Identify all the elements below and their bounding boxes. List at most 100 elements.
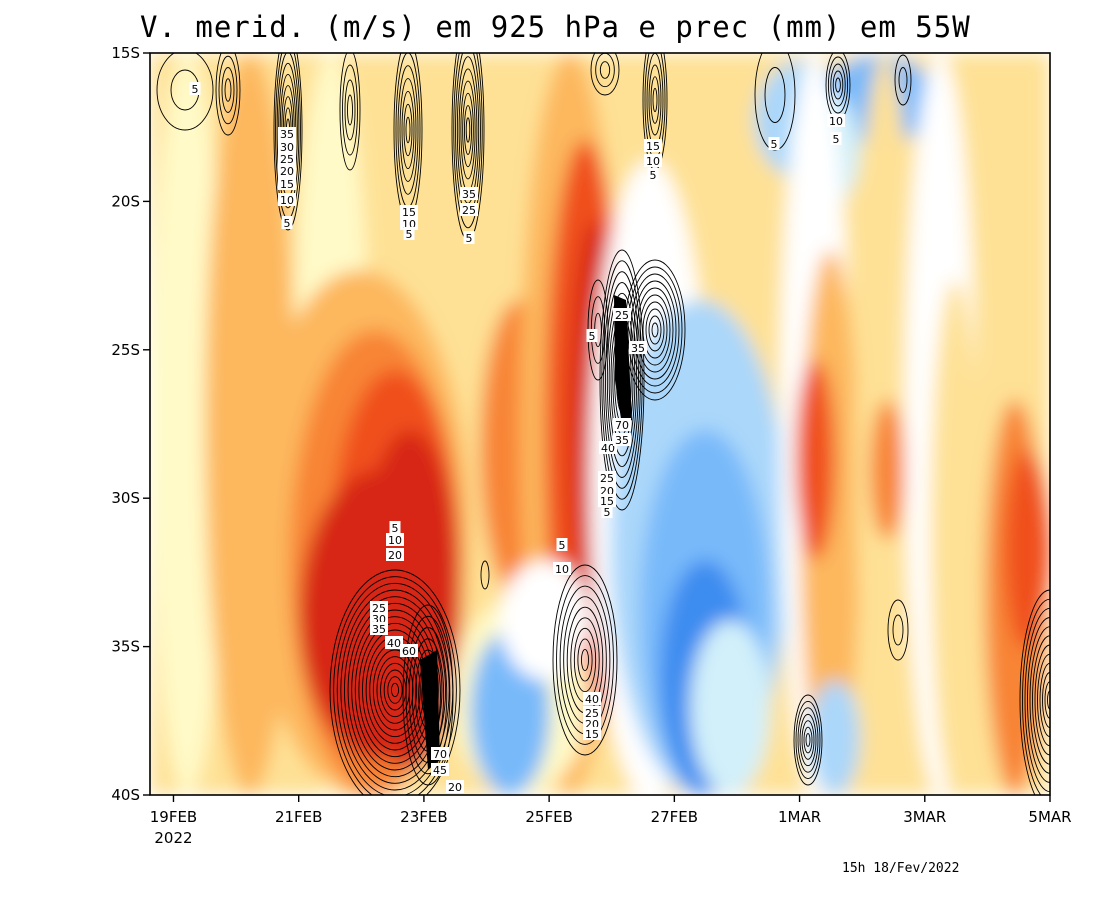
contour-label: 10 [644, 154, 662, 168]
precip-contour [645, 308, 665, 352]
contour-label: 40 [583, 692, 601, 706]
precip-contour [1032, 635, 1050, 765]
precip-contour [405, 116, 411, 144]
contour-label-text: 5 [466, 232, 473, 245]
x-tick-label: 25FEB [525, 808, 572, 826]
precip-contour [1044, 681, 1050, 719]
precip-contour [399, 78, 417, 182]
precip-contour [387, 676, 403, 704]
contour-label-bg [431, 747, 449, 760]
precip-contour [460, 80, 476, 180]
contour-label-bg [583, 727, 601, 740]
precip-contour [799, 713, 817, 767]
contour-label: 25 [598, 471, 616, 485]
precip-contour [329, 569, 461, 795]
contour-label-text: 5 [392, 522, 399, 535]
precip-contour [402, 604, 454, 786]
precip-contour [405, 615, 451, 775]
contour-label-bg [647, 168, 659, 181]
precip-contour [221, 67, 235, 113]
contour-label-text: 25 [615, 309, 629, 322]
precip-contour [1022, 598, 1050, 795]
contour-label-text: 20 [388, 549, 402, 562]
precip-contour [218, 55, 238, 125]
precip-contour-labels: 5353025201510515105352551510510552553570… [189, 82, 845, 794]
contour-label-bg [386, 533, 404, 546]
contour-label: 5 [463, 231, 475, 245]
precip-contour [639, 294, 671, 366]
precip-max-core [420, 650, 440, 770]
contour-label-bg [278, 177, 296, 190]
contour-label-bg [189, 82, 201, 95]
contour-label-bg [768, 137, 780, 150]
contour-label: 15 [644, 139, 662, 153]
precip-contour [215, 53, 241, 136]
precip-contour [347, 94, 353, 126]
x-year-label: 2022 [154, 829, 192, 847]
precip-contour [636, 287, 674, 373]
precip-contour [805, 733, 811, 747]
precip-contour [887, 599, 909, 661]
precip-contour [573, 627, 597, 693]
contour-label-text: 15 [600, 495, 614, 508]
precip-contour [627, 266, 683, 394]
contour-label: 35 [278, 127, 296, 141]
contour-label-bg [644, 139, 662, 152]
precip-contour [1034, 644, 1050, 756]
precip-contour [651, 322, 659, 338]
contour-label-text: 35 [280, 128, 294, 141]
contour-label-bg [599, 441, 617, 454]
contour-label-bg [463, 231, 475, 244]
contour-label-text: 25 [585, 707, 599, 720]
precip-contour [633, 280, 677, 380]
contour-label-text: 5 [284, 217, 291, 230]
precip-contour [403, 103, 413, 157]
contour-label-bg [601, 505, 613, 518]
contour-label: 40 [599, 441, 617, 455]
precip-contour [652, 87, 658, 113]
precip-contour [347, 602, 443, 778]
contour-label: 40 [385, 636, 403, 650]
precip-contour [1042, 672, 1050, 728]
precip-contour [793, 694, 823, 786]
contour-label-bg [278, 164, 296, 177]
contour-label-bg [460, 203, 478, 216]
contour-label-text: 45 [433, 764, 447, 777]
contour-label-text: 5 [771, 138, 778, 151]
precip-contour [463, 105, 473, 155]
precip-contour [797, 707, 819, 773]
precip-contour [830, 63, 846, 107]
contour-label-text: 10 [555, 563, 569, 576]
contour-label-text: 25 [462, 204, 476, 217]
x-tick-label: 27FEB [651, 808, 698, 826]
contour-label: 10 [553, 562, 571, 576]
contour-label: 20 [386, 548, 404, 562]
wind-shade-region [795, 360, 835, 560]
contour-label: 5 [403, 227, 415, 241]
contour-label: 10 [386, 533, 404, 547]
contour-label-text: 70 [615, 419, 629, 432]
precip-contour [832, 70, 844, 100]
precip-contour [376, 656, 414, 724]
precip-contour [1037, 653, 1050, 747]
precip-contour [333, 576, 457, 795]
contour-label-bg [586, 329, 598, 342]
contour-label: 5 [556, 538, 568, 552]
contour-label: 5 [647, 168, 659, 182]
precip-contour [606, 292, 638, 468]
contour-label-text: 35 [615, 434, 629, 447]
precip-contour [462, 92, 474, 168]
precip-contour [601, 260, 643, 500]
precip-contour [224, 78, 232, 102]
precip-contour [465, 117, 471, 143]
contour-label-text: 10 [646, 155, 660, 168]
contour-label-text: 70 [433, 748, 447, 761]
contour-label: 35 [370, 622, 388, 636]
wind-shade-region [810, 680, 860, 795]
precip-contour [648, 315, 662, 345]
precip-contour [590, 53, 620, 96]
precip-contour [1027, 617, 1050, 783]
contour-label: 35 [460, 187, 478, 201]
precip-contour [401, 90, 415, 170]
precip-contour [480, 560, 490, 590]
